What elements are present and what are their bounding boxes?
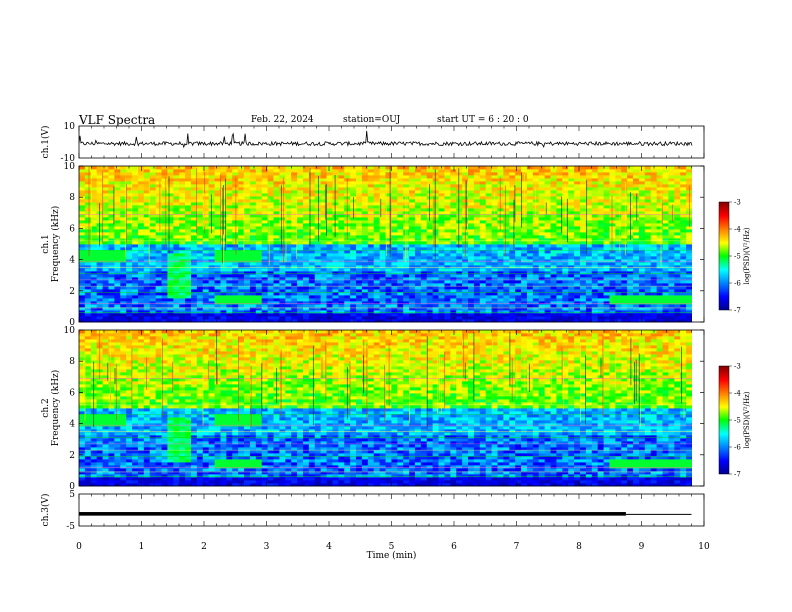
- xtick-label: 5: [389, 542, 395, 552]
- spectrogram-2-ytick-label: 4: [69, 420, 75, 430]
- colorbar-1-tick-label: -7: [734, 307, 741, 315]
- colorbar-1-tick-label: -3: [734, 199, 741, 207]
- colorbar-2-tick-label: -4: [734, 390, 741, 398]
- xtick-label: 1: [139, 542, 145, 552]
- xtick-label: 2: [201, 542, 207, 552]
- start-time-label: start UT = 6 : 20 : 0: [437, 115, 529, 125]
- xtick-label: 0: [76, 542, 82, 552]
- colorbar-1-label: log(PSD)(V²/Hz): [743, 227, 751, 284]
- station-label: station=OUJ: [343, 115, 401, 125]
- ch3-ylabel: ch.3(V): [40, 494, 51, 527]
- xtick-label: 6: [451, 542, 457, 552]
- colorbar-1: [718, 201, 730, 311]
- spectrogram-1-ytick-label: 6: [69, 224, 75, 234]
- colorbar-2-tick-label: -6: [734, 444, 741, 452]
- spectrogram-1-channel-label: ch.1: [41, 234, 51, 253]
- ch1-waveform-trace: [78, 130, 693, 149]
- xtick-label: 9: [639, 542, 645, 552]
- spectrogram-1-ytick-label: 10: [64, 162, 76, 172]
- spectrogram-2-ytick-label: 8: [69, 357, 75, 367]
- spectrogram-1-ytick-label: 2: [69, 287, 75, 297]
- colorbar-2: [718, 365, 730, 475]
- figure-title: VLF Spectra: [79, 113, 156, 127]
- xtick-label: 10: [698, 542, 710, 552]
- xtick-label: 4: [326, 542, 332, 552]
- ch3-ytick-label: -5: [66, 522, 75, 532]
- date-label: Feb. 22, 2024: [251, 115, 314, 125]
- x-axis-label: Time (min): [367, 550, 417, 561]
- colorbar-2-tick-label: -5: [734, 417, 741, 425]
- ch1-ytick-label: 10: [64, 122, 76, 132]
- colorbar-1-tick-label: -5: [734, 253, 741, 261]
- colorbar-2-label: log(PSD)(V²/Hz): [743, 391, 751, 448]
- spectrogram-2-ytick-label: 2: [69, 451, 75, 461]
- spectrogram-2-ytick-label: 6: [69, 388, 75, 398]
- ch1-ylabel: ch.1(V): [40, 126, 51, 159]
- ch3-level-bar: [79, 512, 626, 516]
- spectrogram-2-image: [79, 330, 704, 487]
- ch1-ytick-label: -10: [61, 154, 76, 164]
- spectrogram-1-ytick-label: 0: [69, 318, 75, 328]
- spectrogram-2-ylabel: Frequency (kHz): [50, 370, 61, 447]
- spectrogram-2-channel-label: ch.2: [41, 398, 51, 417]
- xtick-label: 8: [576, 542, 582, 552]
- ch3-ytick-label: 5: [69, 490, 75, 500]
- colorbar-1-tick-label: -4: [734, 226, 741, 234]
- spectrogram-1-ytick-label: 4: [69, 256, 75, 266]
- spectrogram-1-ylabel: Frequency (kHz): [50, 206, 61, 283]
- colorbar-2-tick-label: -3: [734, 363, 741, 371]
- spectrogram-2-ytick-label: 10: [64, 326, 76, 336]
- colorbar-2-tick-label: -7: [734, 471, 741, 479]
- colorbar-1-tick-label: -6: [734, 280, 741, 288]
- spectrogram-1-ytick-label: 8: [69, 193, 75, 203]
- xtick-label: 3: [264, 542, 270, 552]
- xtick-label: 7: [514, 542, 520, 552]
- spectrogram-2-ytick-label: 0: [69, 482, 75, 492]
- spectrogram-1-image: [79, 166, 704, 323]
